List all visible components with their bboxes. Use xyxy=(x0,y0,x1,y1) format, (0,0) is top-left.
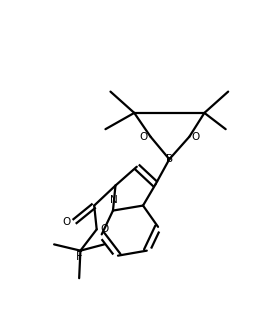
Text: O: O xyxy=(100,224,109,234)
Text: F: F xyxy=(76,250,83,263)
Text: N: N xyxy=(110,195,118,205)
Text: O: O xyxy=(140,132,148,142)
Text: O: O xyxy=(62,217,70,227)
Text: O: O xyxy=(192,132,200,142)
Text: B: B xyxy=(166,154,173,164)
